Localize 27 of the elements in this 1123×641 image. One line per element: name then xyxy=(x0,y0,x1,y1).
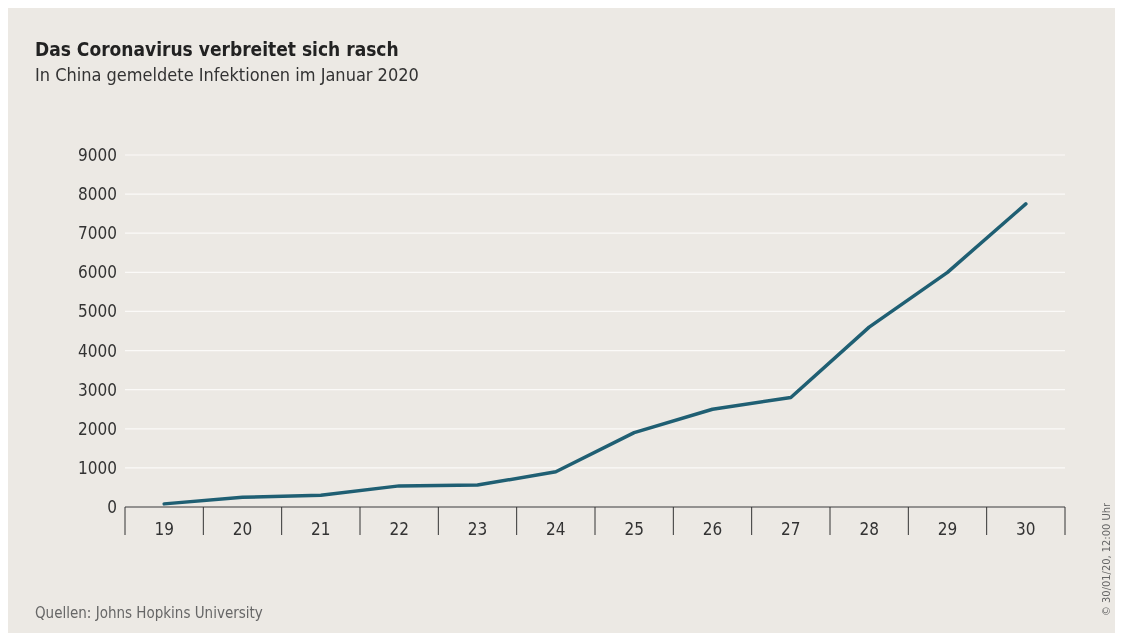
y-tick-label: 5000 xyxy=(78,301,117,322)
y-tick-label: 6000 xyxy=(78,262,117,283)
x-tick-label: 19 xyxy=(154,519,174,539)
y-tick-label: 9000 xyxy=(78,145,117,166)
x-tick-label: 29 xyxy=(937,519,958,539)
x-tick-label: 20 xyxy=(232,519,253,539)
x-tick-label: 25 xyxy=(624,519,644,539)
x-tick-label: 22 xyxy=(389,519,409,539)
y-tick-label: 1000 xyxy=(78,457,117,478)
x-tick-label: 24 xyxy=(546,519,566,539)
x-tick-label: 30 xyxy=(1016,519,1036,539)
y-tick-label: 0 xyxy=(107,497,117,518)
x-tick-label: 27 xyxy=(781,519,801,539)
x-tick-label: 23 xyxy=(467,519,488,539)
source-note: Quellen: Johns Hopkins University xyxy=(35,604,263,622)
x-tick-label: 21 xyxy=(311,519,331,539)
line-series xyxy=(162,202,1028,506)
x-tick-label: 28 xyxy=(859,519,879,539)
text: © 30/01/20, 12:00 Uhr xyxy=(1100,502,1113,616)
x-tick-label: 26 xyxy=(702,519,723,539)
y-tick-label: 7000 xyxy=(78,223,117,244)
chart-title: Das Coronavirus verbreitet sich rasch xyxy=(35,38,399,60)
y-tick-label: 4000 xyxy=(78,340,117,361)
chart-subtitle: In China gemeldete Infektionen im Januar 2020 xyxy=(35,64,419,85)
y-tick-label: 2000 xyxy=(78,418,117,439)
y-tick-label: 8000 xyxy=(78,184,117,205)
y-tick-label: 3000 xyxy=(78,379,117,400)
